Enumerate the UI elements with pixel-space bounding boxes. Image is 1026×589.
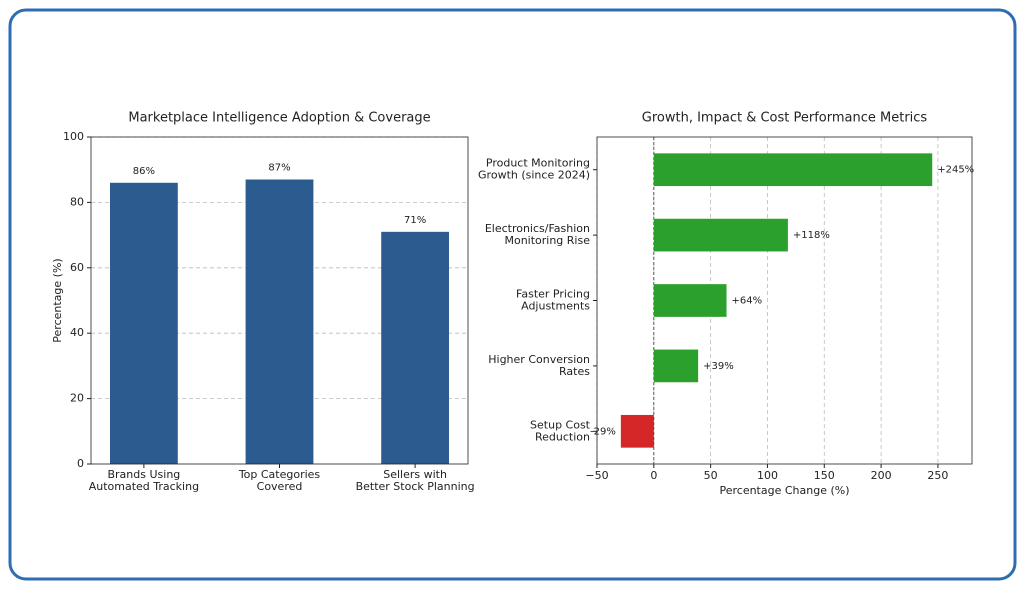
value-label: +39%: [703, 361, 734, 372]
bar: [653, 153, 933, 187]
value-label: 86%: [133, 166, 155, 177]
x-tick-label: 150: [814, 469, 835, 482]
y-tick-label: 0: [77, 457, 84, 470]
y-tick-label: Faster Pricing: [516, 288, 590, 301]
y-tick-label: Rates: [559, 365, 590, 378]
y-tick-label: 80: [70, 195, 84, 208]
bar: [653, 349, 699, 383]
chart-title: Growth, Impact & Cost Performance Metric…: [642, 111, 928, 126]
y-tick-label: 100: [63, 130, 84, 143]
y-axis-label: Percentage (%): [51, 258, 64, 342]
y-tick-label: 40: [70, 326, 84, 339]
bar: [620, 414, 654, 448]
x-tick-label: Covered: [257, 480, 303, 493]
x-tick-label: −50: [585, 469, 608, 482]
x-axis-label: Percentage Change (%): [719, 484, 849, 497]
value-label: +64%: [732, 296, 763, 307]
y-tick-label: Electronics/Fashion: [485, 222, 590, 235]
x-tick-label: Brands Using: [107, 468, 180, 481]
x-tick-label: 100: [757, 469, 778, 482]
y-tick-label: Setup Cost: [530, 418, 591, 431]
value-label: -29%: [590, 426, 616, 437]
x-tick-label: 250: [927, 469, 948, 482]
x-tick-label: Top Categories: [238, 468, 321, 481]
chart-title: Marketplace Intelligence Adoption & Cove…: [128, 111, 430, 126]
x-tick-label: Better Stock Planning: [356, 480, 475, 493]
x-tick-label: 0: [650, 469, 657, 482]
y-tick-label: Adjustments: [521, 300, 590, 313]
axes-frame: [90, 136, 469, 465]
x-tick-label: Automated Tracking: [89, 480, 199, 493]
value-label: +118%: [793, 230, 830, 241]
axes-frame: [596, 136, 973, 465]
bar: [653, 218, 788, 252]
bar: [381, 231, 450, 464]
x-tick-label: Sellers with: [383, 468, 447, 481]
y-tick-label: 60: [70, 261, 84, 274]
bar: [653, 284, 727, 317]
x-tick-label: 50: [704, 469, 718, 482]
bar: [109, 182, 178, 464]
bar: [245, 179, 314, 464]
y-tick-label: Higher Conversion: [488, 353, 590, 366]
y-tick-label: 20: [70, 392, 84, 405]
value-label: +245%: [937, 165, 974, 176]
value-label: 87%: [268, 163, 290, 174]
y-tick-label: Product Monitoring: [486, 157, 590, 170]
x-tick-label: 200: [871, 469, 892, 482]
y-tick-label: Reduction: [535, 430, 590, 443]
value-label: 71%: [404, 215, 426, 226]
y-tick-label: Monitoring Rise: [504, 234, 590, 247]
y-tick-label: Growth (since 2024): [478, 169, 590, 182]
